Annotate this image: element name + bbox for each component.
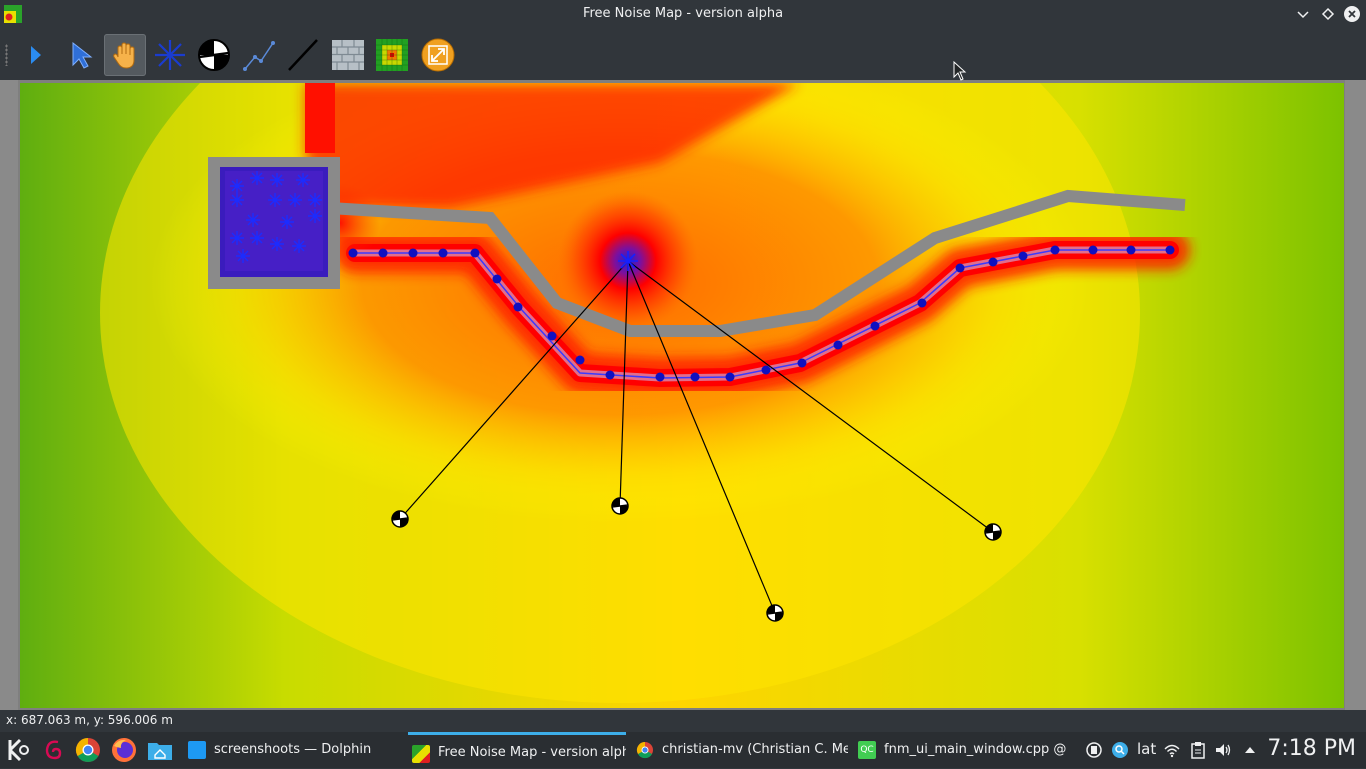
mouse-cursor-icon — [953, 61, 967, 81]
point-source[interactable] — [618, 251, 638, 271]
chrome-icon — [636, 741, 653, 759]
point-source-icon — [155, 40, 185, 70]
chrome-icon — [75, 738, 100, 763]
launcher-home-folder[interactable] — [146, 736, 174, 764]
task-qtcreator[interactable]: QC fnm_ui_main_window.cpp @ ... — [854, 734, 1070, 766]
noise-grid-button[interactable] — [371, 34, 413, 76]
cursor-coordinates: x: 687.063 m, y: 596.006 m — [6, 713, 173, 727]
noise-barrier[interactable] — [329, 189, 1186, 337]
receiver-1[interactable] — [391, 510, 409, 528]
clock[interactable]: 7:18 PM — [1267, 736, 1356, 761]
status-bar: x: 687.063 m, y: 596.006 m — [0, 710, 1366, 732]
volume-icon[interactable] — [1214, 741, 1232, 759]
keyboard-layout-indicator[interactable]: lat — [1137, 740, 1157, 758]
task-dolphin[interactable]: screenshoots — Dolphin — [184, 734, 404, 766]
close-button[interactable] — [1343, 5, 1361, 23]
building-point-sources — [230, 171, 322, 263]
close-icon — [1344, 6, 1360, 22]
launcher-chrome[interactable] — [74, 736, 102, 764]
road-line-source[interactable] — [348, 245, 1175, 382]
toolbar-grip[interactable] — [5, 44, 8, 66]
barrier-tool-button[interactable] — [282, 34, 324, 76]
zoom-fit-button[interactable] — [417, 34, 459, 76]
noise-grid-icon — [376, 39, 408, 71]
application-launcher[interactable] — [4, 736, 32, 764]
select-pointer-icon — [72, 41, 93, 69]
home-folder-icon — [148, 743, 172, 760]
main-toolbar — [0, 28, 1366, 81]
run-arrow-icon — [31, 46, 41, 64]
pan-hand-icon — [113, 42, 135, 69]
propagation-rays — [399, 260, 994, 614]
receiver-3[interactable] — [766, 604, 784, 622]
pan-tool-button[interactable] — [104, 34, 146, 76]
network-icon[interactable] — [1085, 741, 1103, 759]
kde-logo-icon — [8, 738, 29, 762]
building-tool-button[interactable] — [327, 34, 369, 76]
launcher-firefox[interactable] — [110, 736, 138, 764]
line-source-button[interactable] — [238, 34, 280, 76]
maximize-button[interactable] — [1319, 5, 1337, 23]
noise-zone-red-edge — [305, 83, 335, 153]
receiver-4[interactable] — [984, 523, 1002, 541]
receiver-icon — [198, 39, 230, 71]
wifi-icon[interactable] — [1163, 741, 1181, 759]
window-title: Free Noise Map - version alpha — [582, 6, 784, 21]
diamond-icon — [1321, 7, 1335, 21]
noise-map-canvas[interactable] — [20, 83, 1344, 708]
firefox-icon — [112, 738, 136, 762]
line-source-icon — [243, 41, 275, 71]
chevron-up-icon[interactable] — [1241, 741, 1259, 759]
chevron-down-icon — [1297, 11, 1309, 19]
select-tool-button[interactable] — [60, 34, 102, 76]
scrollbar-left[interactable] — [0, 80, 18, 710]
dolphin-icon — [188, 741, 206, 759]
qtcreator-icon: QC — [858, 741, 876, 759]
taskbar: screenshoots — Dolphin Free Noise Map - … — [0, 732, 1366, 768]
clipboard-icon[interactable] — [1189, 741, 1207, 759]
app-icon — [4, 5, 22, 23]
launcher-debian[interactable] — [40, 736, 68, 764]
building-wall-icon — [332, 40, 364, 70]
noise-zone-red — [305, 83, 800, 208]
barrier-line-icon — [288, 39, 318, 71]
klipper-icon[interactable] — [1111, 741, 1129, 759]
task-chrome[interactable]: christian-mv (Christian C. Me... — [632, 734, 848, 766]
receiver-2[interactable] — [611, 497, 629, 515]
point-source-button[interactable] — [149, 34, 191, 76]
receiver-button[interactable] — [193, 34, 235, 76]
run-button[interactable] — [14, 34, 56, 76]
debian-icon — [45, 740, 62, 760]
scrollbar-right[interactable] — [1345, 80, 1366, 710]
task-free-noise-map[interactable]: Free Noise Map - version alpha — [408, 732, 626, 769]
window-titlebar[interactable]: Free Noise Map - version alpha — [0, 0, 1366, 28]
zoom-fit-icon — [421, 38, 455, 72]
minimize-button[interactable] — [1294, 5, 1312, 23]
free-noise-map-icon — [412, 745, 430, 763]
